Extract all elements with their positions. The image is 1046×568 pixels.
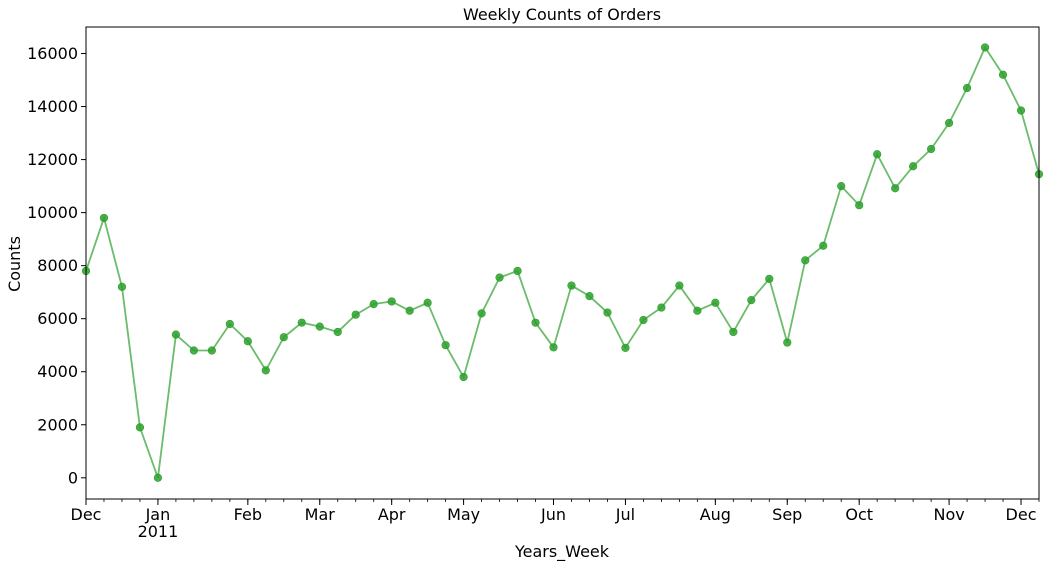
data-point <box>99 213 109 223</box>
data-point <box>873 150 882 159</box>
data-point <box>855 201 864 210</box>
data-point <box>927 144 936 154</box>
x-axis-label: Years_Week <box>514 542 610 562</box>
data-point <box>405 306 414 315</box>
data-point <box>621 343 630 352</box>
data-point <box>189 346 198 355</box>
data-point <box>261 366 270 375</box>
y-tick-label: 10000 <box>27 203 78 222</box>
data-point <box>297 318 306 327</box>
y-tick-label: 14000 <box>27 97 78 116</box>
data-point <box>783 338 792 347</box>
data-point <box>909 162 918 171</box>
y-tick-label: 4000 <box>37 362 78 381</box>
data-point <box>585 292 594 301</box>
plot-frame <box>85 26 1040 500</box>
data-point <box>135 423 145 432</box>
data-point <box>423 298 432 307</box>
data-point <box>639 315 648 325</box>
y-tick-label: 2000 <box>37 415 78 434</box>
data-point <box>441 341 450 350</box>
series-line <box>85 45 1040 479</box>
y-tick-label: 16000 <box>27 44 78 63</box>
data-point <box>980 43 990 52</box>
data-point <box>801 256 810 265</box>
data-point <box>459 372 468 382</box>
data-point <box>1016 106 1026 115</box>
data-point <box>153 473 163 482</box>
data-point <box>962 83 972 93</box>
data-point <box>333 327 342 337</box>
data-point <box>243 337 252 346</box>
y-tick-label: 8000 <box>37 256 78 275</box>
series-group <box>81 43 1044 482</box>
data-point <box>171 330 181 339</box>
y-axis: 0 2000 4000 6000 8000 10000 12000 14000 16000 <box>27 44 86 487</box>
chart-title: Weekly Counts of Orders <box>463 5 661 24</box>
data-point <box>998 70 1008 79</box>
x-tick-label: Feb <box>234 505 262 524</box>
data-point <box>675 281 684 290</box>
data-point <box>513 266 522 276</box>
data-point <box>387 297 396 306</box>
x-tick-label: Jun <box>540 505 566 524</box>
x-tick-label: Aug <box>700 505 731 524</box>
x-tick-label: Nov <box>933 505 964 524</box>
data-point <box>369 300 378 309</box>
data-point <box>747 296 756 305</box>
data-point <box>549 343 558 352</box>
data-point <box>944 118 954 128</box>
x-tick-label: Oct <box>845 505 873 524</box>
data-point <box>729 327 738 337</box>
x-tick-label: Apr <box>378 505 406 524</box>
data-point <box>819 241 828 250</box>
data-point <box>837 182 846 191</box>
data-point <box>711 298 720 307</box>
x-tick-label: Jan <box>145 505 171 524</box>
y-tick-label: 12000 <box>27 150 78 169</box>
data-point <box>603 308 612 317</box>
data-point <box>279 333 288 342</box>
data-point <box>351 310 360 319</box>
data-point <box>225 319 234 329</box>
data-point <box>567 281 576 290</box>
data-point <box>117 282 127 291</box>
y-axis-label: Counts <box>5 236 24 292</box>
x-tick-label: Jul <box>615 505 635 524</box>
data-point <box>477 309 486 318</box>
x-tick-label: Sep <box>772 505 802 524</box>
x-tick-sublabel: 2011 <box>138 522 179 541</box>
x-tick-label: Dec <box>1006 505 1037 524</box>
data-point <box>891 184 900 193</box>
x-tick-label: May <box>447 505 480 524</box>
y-tick-label: 6000 <box>37 309 78 328</box>
x-tick-label: Dec <box>71 505 102 524</box>
data-point <box>531 318 540 327</box>
data-point <box>765 274 774 284</box>
data-point <box>657 303 666 312</box>
data-point <box>693 306 702 315</box>
data-point <box>315 322 324 331</box>
data-point <box>207 346 216 355</box>
x-tick-label: Mar <box>305 505 336 524</box>
data-point <box>495 273 504 282</box>
y-tick-label: 0 <box>68 468 78 487</box>
